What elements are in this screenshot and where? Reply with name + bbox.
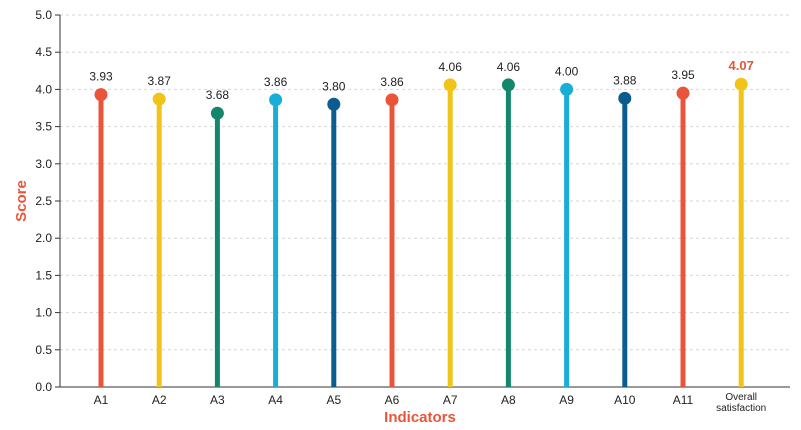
y-axis-ticks: 0.0 0.5 1.0 1.5 2.0 2.5 3.0 3.5 4.0 4.5 5.0	[35, 8, 60, 394]
x-tick-label: A1	[94, 393, 109, 407]
lollipop-dot	[385, 93, 399, 107]
lollipop-stems	[98, 84, 744, 387]
lollipop-dot	[269, 93, 283, 107]
value-label: 3.86	[264, 75, 288, 89]
value-labels: 3.93 3.87 3.68 3.86 3.80 3.86 4.06 4.06 4.00 3.88…	[89, 58, 754, 102]
x-tick-label: A9	[559, 393, 574, 407]
y-axis-title: Score	[13, 180, 30, 222]
value-label: 4.00	[555, 64, 579, 78]
lollipop-dots	[94, 77, 748, 120]
lollipop-dot	[734, 77, 748, 91]
x-tick-label: A5	[326, 393, 341, 407]
value-label: 3.80	[322, 79, 346, 93]
lollipop-dot	[443, 78, 457, 92]
lollipop-dot	[94, 88, 108, 102]
lollipop-dot	[560, 82, 574, 96]
x-axis-title: Indicators	[384, 409, 456, 426]
x-tick-label: A8	[501, 393, 516, 407]
x-tick-label: A11	[673, 393, 694, 407]
y-tick-label: 0.5	[35, 343, 52, 357]
lollipop-dot	[327, 97, 341, 111]
x-axis-ticks: A1 A2 A3 A4 A5 A6 A7 A8 A9 A10 A11 Overall satisfact…	[94, 392, 767, 414]
y-tick-label: 2.5	[35, 194, 52, 208]
value-label: 3.95	[671, 68, 695, 82]
y-tick-label: 1.0	[35, 306, 52, 320]
lollipop-dot	[152, 92, 166, 106]
x-tick-label: A2	[152, 393, 167, 407]
lollipop-dot	[501, 78, 515, 92]
value-label: 3.87	[148, 74, 172, 88]
x-tick-label: A6	[385, 393, 400, 407]
y-tick-label: 0.0	[35, 380, 52, 394]
value-label: 4.07	[729, 58, 754, 73]
axes	[59, 15, 790, 388]
x-tick-label: A10	[614, 393, 636, 407]
x-tick-label: Overall satisfaction	[716, 392, 766, 414]
x-tick-label: A4	[268, 393, 283, 407]
lollipop-dot	[676, 86, 690, 100]
value-label: 4.06	[439, 60, 463, 74]
y-tick-label: 5.0	[35, 8, 52, 22]
x-tick-label: A7	[443, 393, 458, 407]
value-label: 3.86	[380, 75, 404, 89]
y-tick-label: 1.5	[35, 268, 52, 282]
value-label: 3.68	[206, 88, 230, 102]
gridlines	[60, 14, 790, 351]
value-label: 3.88	[613, 73, 637, 87]
lollipop-dot	[210, 106, 224, 120]
y-tick-label: 4.5	[35, 45, 52, 59]
y-tick-label: 4.0	[35, 82, 52, 96]
y-tick-label: 3.0	[35, 157, 52, 171]
x-tick-label: A3	[210, 393, 225, 407]
y-tick-label: 2.0	[35, 231, 52, 245]
y-tick-label: 3.5	[35, 120, 52, 134]
value-label: 4.06	[497, 60, 521, 74]
lollipop-dot	[618, 91, 632, 105]
value-label: 3.93	[89, 70, 113, 84]
